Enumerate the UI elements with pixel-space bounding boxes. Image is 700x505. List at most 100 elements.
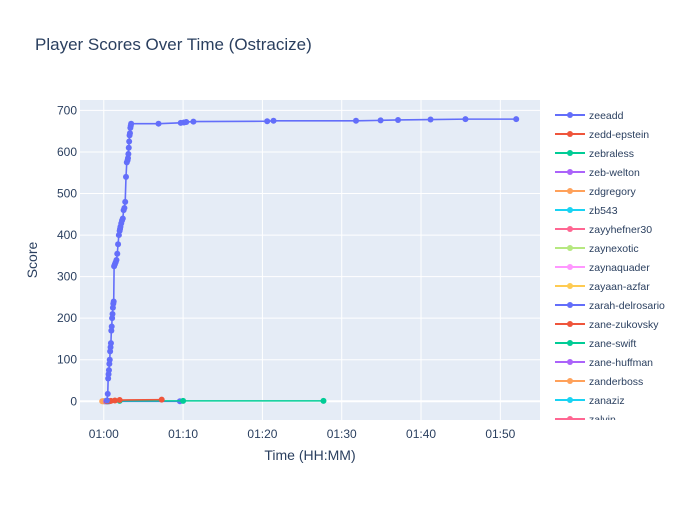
y-tick-label: 100 (57, 353, 77, 367)
legend-item-zane-zukovsky[interactable]: zane-zukovsky (555, 319, 659, 331)
legend-marker-swatch (567, 321, 573, 327)
x-tick-label: 01:20 (247, 427, 277, 441)
legend-item-zaynexotic[interactable]: zaynexotic (555, 243, 639, 255)
legend-marker-swatch (567, 283, 573, 289)
data-point[interactable] (113, 257, 119, 263)
data-point[interactable] (111, 299, 117, 305)
data-point[interactable] (428, 117, 434, 123)
data-point[interactable] (106, 367, 112, 373)
legend-item-zeb-welton[interactable]: zeb-welton (555, 167, 640, 179)
legend-item-zanderboss[interactable]: zanderboss (555, 376, 643, 388)
data-point[interactable] (123, 174, 129, 180)
y-tick-label: 300 (57, 270, 77, 284)
legend-marker-swatch (567, 416, 573, 422)
data-point[interactable] (126, 139, 132, 145)
data-point[interactable] (108, 340, 114, 346)
legend-label: zane-swift (589, 338, 636, 350)
legend-marker-swatch (567, 188, 573, 194)
legend-item-zebraless[interactable]: zebraless (555, 148, 634, 160)
y-tick-label: 700 (57, 103, 77, 117)
data-point[interactable] (125, 151, 131, 157)
legend-label: zane-huffman (589, 357, 653, 369)
legend-item-zayaan-azfar[interactable]: zayaan-azfar (555, 281, 650, 293)
y-axis-label: Score (24, 242, 40, 279)
data-point[interactable] (462, 116, 468, 122)
legend-item-zayyhefner30[interactable]: zayyhefner30 (555, 224, 652, 236)
legend-label: zane-zukovsky (589, 319, 659, 331)
legend-label: zaynaquader (589, 262, 650, 274)
data-point[interactable] (128, 121, 134, 127)
legend-marker-swatch (567, 340, 573, 346)
data-point[interactable] (109, 323, 115, 329)
data-point[interactable] (513, 116, 519, 122)
data-point[interactable] (190, 119, 196, 125)
x-axis-ticks: 01:00 01:10 01:20 01:30 01:40 01:50 (89, 427, 516, 441)
legend-marker-swatch (567, 131, 573, 137)
legend-item-zanaziz[interactable]: zanaziz (555, 395, 625, 407)
data-point[interactable] (264, 118, 270, 124)
data-point[interactable] (378, 117, 384, 123)
legend-item-zaynaquader[interactable]: zaynaquader (555, 262, 650, 274)
y-tick-label: 600 (57, 145, 77, 159)
plot-background (80, 100, 540, 420)
x-tick-label: 01:30 (327, 427, 357, 441)
legend-marker-swatch (567, 359, 573, 365)
legend-label: zb543 (589, 205, 618, 217)
x-tick-label: 01:50 (485, 427, 515, 441)
x-tick-label: 01:10 (168, 427, 198, 441)
data-point[interactable] (122, 199, 128, 205)
x-tick-label: 01:00 (89, 427, 119, 441)
y-tick-label: 0 (70, 394, 77, 408)
x-tick-label: 01:40 (406, 427, 436, 441)
legend-label: zayaan-azfar (589, 281, 650, 293)
data-point[interactable] (105, 391, 111, 397)
data-point[interactable] (271, 118, 277, 124)
legend-label: zanaziz (589, 395, 625, 407)
data-point[interactable] (104, 397, 110, 403)
chart-title: Player Scores Over Time (Ostracize) (35, 35, 312, 54)
legend-marker-swatch (567, 207, 573, 213)
legend-label: zeeadd (589, 110, 624, 122)
legend[interactable]: zeeadd zedd-epstein zebraless zeb-welton zdg… (555, 110, 665, 426)
data-point[interactable] (115, 241, 121, 247)
legend-marker-swatch (567, 226, 573, 232)
legend-label: zanderboss (589, 376, 643, 388)
legend-marker-swatch (567, 302, 573, 308)
legend-marker-swatch (567, 150, 573, 156)
data-point[interactable] (127, 130, 133, 136)
legend-marker-swatch (567, 169, 573, 175)
legend-item-zarah-delrosario[interactable]: zarah-delrosario (555, 300, 665, 312)
legend-marker-swatch (567, 245, 573, 251)
data-point[interactable] (114, 251, 120, 257)
legend-item-zalvin[interactable]: zalvin (555, 414, 616, 426)
legend-item-zedd-epstein[interactable]: zedd-epstein (555, 129, 649, 141)
legend-item-zane-huffman[interactable]: zane-huffman (555, 357, 653, 369)
data-point[interactable] (107, 357, 113, 363)
data-point[interactable] (320, 398, 326, 404)
data-point[interactable] (110, 311, 116, 317)
legend-item-zdgregory[interactable]: zdgregory (555, 186, 636, 198)
legend-label: zayyhefner30 (589, 224, 652, 236)
data-point[interactable] (121, 205, 127, 211)
legend-item-zane-swift[interactable]: zane-swift (555, 338, 636, 350)
data-point[interactable] (120, 215, 126, 221)
data-point[interactable] (156, 121, 162, 127)
data-point[interactable] (159, 397, 165, 403)
legend-label: zedd-epstein (589, 129, 649, 141)
legend-marker-swatch (567, 397, 573, 403)
data-point[interactable] (180, 398, 186, 404)
data-point[interactable] (183, 119, 189, 125)
legend-item-zb543[interactable]: zb543 (555, 205, 618, 217)
data-point[interactable] (353, 118, 359, 124)
legend-marker-swatch (567, 264, 573, 270)
legend-label: zaynexotic (589, 243, 639, 255)
legend-item-zeeadd[interactable]: zeeadd (555, 110, 624, 122)
data-point[interactable] (126, 145, 132, 151)
data-point[interactable] (395, 117, 401, 123)
data-point[interactable] (117, 397, 123, 403)
x-axis-label: Time (HH:MM) (264, 447, 355, 463)
y-tick-label: 500 (57, 187, 77, 201)
